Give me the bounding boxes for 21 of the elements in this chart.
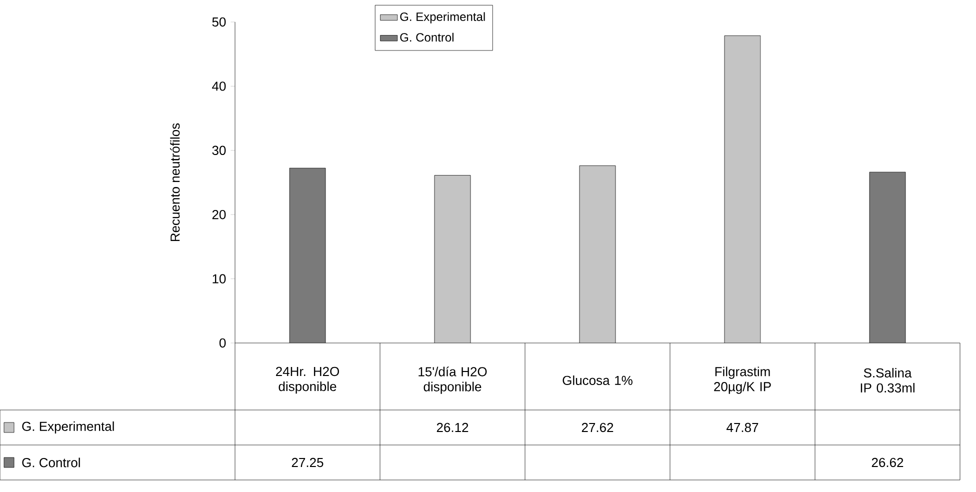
y-tick-label: 10 xyxy=(212,274,226,284)
y-tick-label: 30 xyxy=(212,146,226,155)
data-label: 26.62 xyxy=(872,458,904,468)
y-tick-label: 20 xyxy=(212,210,226,220)
x-tick-label: Glucosa 1% xyxy=(562,375,632,386)
data-label: 26.12 xyxy=(436,422,468,432)
legend-label: G. Control xyxy=(400,32,454,42)
x-tick-label: 15'/día H2O disponible xyxy=(418,366,487,394)
text: G. Experimental xyxy=(22,421,114,434)
y-tick-label: 50 xyxy=(212,17,226,27)
data-label: 27.25 xyxy=(292,458,324,468)
x-tick-label: S.Salina IP 0.33ml xyxy=(860,368,914,393)
legend-label: G. Experimental xyxy=(400,12,485,24)
x-tick-label: 24Hr. H2O disponible xyxy=(276,366,340,394)
y-tick-label: 0 xyxy=(219,338,226,348)
y-axis-title: Recuento neutrófilos xyxy=(170,123,180,242)
y-tick-label: 40 xyxy=(212,82,226,91)
data-label: 27.62 xyxy=(582,422,614,432)
text: G. Control xyxy=(22,458,80,468)
data-label: 47.87 xyxy=(726,422,758,432)
x-tick-label: Filgrastim 20µg/K IP xyxy=(714,366,771,394)
